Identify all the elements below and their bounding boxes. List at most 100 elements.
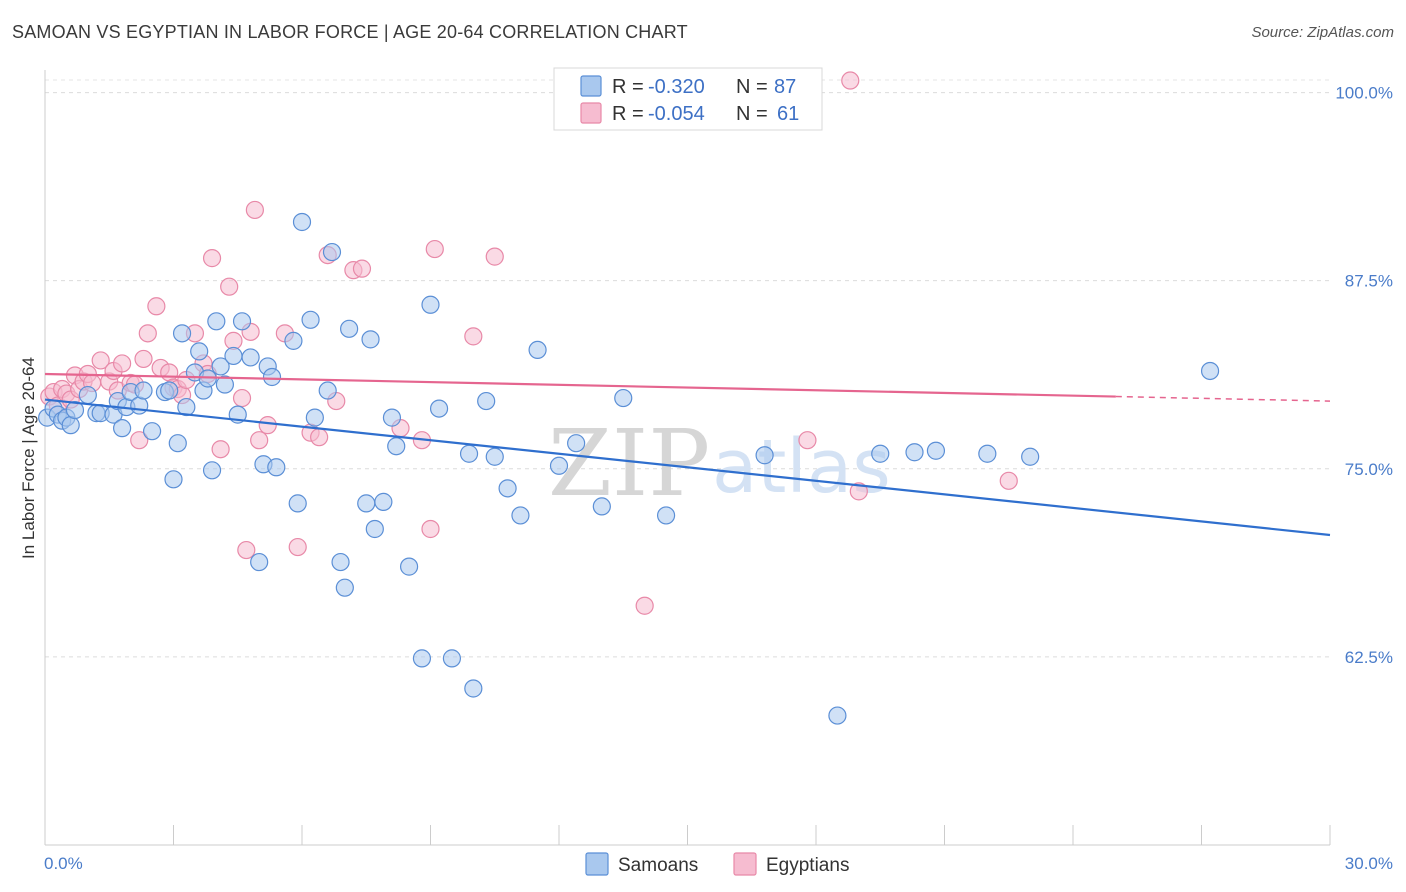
- samoans-point: [190, 342, 209, 361]
- samoans-point: [429, 399, 449, 418]
- samoans-point: [61, 416, 80, 435]
- samoans-point: [322, 242, 342, 262]
- samoans-point: [301, 310, 320, 329]
- samoans-point: [828, 706, 847, 725]
- egyptians-point: [425, 239, 444, 259]
- egyptians-point: [250, 431, 269, 450]
- samoans-point: [318, 381, 337, 400]
- legend-n-value-egyptians: 61: [777, 103, 799, 125]
- egyptians-point: [352, 259, 372, 278]
- samoans-point: [331, 552, 350, 572]
- legend-n-label: N =: [736, 103, 768, 125]
- egyptians-point: [245, 200, 264, 220]
- egyptians-point: [160, 363, 179, 382]
- samoans-point: [477, 391, 496, 411]
- egyptians-point: [849, 482, 868, 501]
- legend-n-value-samoans: 87: [774, 76, 796, 98]
- samoans-point: [224, 346, 243, 366]
- samoans-point: [292, 212, 312, 232]
- legend-r-label: R =: [612, 103, 644, 125]
- samoans-point: [112, 419, 132, 438]
- samoans-point: [262, 367, 282, 387]
- egyptians-point: [232, 388, 252, 408]
- samoans-point: [168, 434, 187, 453]
- x-tick-label: 0.0%: [44, 854, 83, 873]
- legend-swatch-samoans: [580, 75, 602, 97]
- egyptians-point: [211, 440, 230, 459]
- samoans-point: [421, 295, 440, 314]
- samoans-point: [549, 456, 569, 475]
- egyptians-point: [258, 416, 277, 435]
- samoans-point: [905, 443, 924, 462]
- samoans-point: [464, 679, 483, 698]
- egyptians-point: [112, 354, 132, 373]
- egyptians-point: [138, 324, 157, 343]
- source-credit: Source: ZipAtlas.com: [1251, 24, 1394, 41]
- legend-r-label: R =: [612, 76, 644, 98]
- bottom-legend-swatch-samoans: [585, 852, 609, 876]
- trend-lines: [44, 372, 1331, 537]
- x-tick-label: 30.0%: [1345, 854, 1393, 873]
- samoans-point: [978, 444, 997, 463]
- samoans-point: [207, 312, 226, 331]
- samoans-point: [78, 385, 97, 405]
- samoans-point: [498, 479, 517, 498]
- series-legend: Samoans Egyptians: [585, 852, 849, 876]
- egyptians-point: [237, 540, 256, 560]
- samoans-point: [134, 381, 153, 400]
- samoans-point: [357, 494, 376, 513]
- samoans-point: [871, 444, 890, 463]
- samoans-point: [387, 437, 406, 456]
- egyptians-point: [134, 349, 153, 369]
- samoans-point: [288, 494, 307, 513]
- samoans-point: [1200, 361, 1220, 381]
- egyptians-point: [220, 277, 239, 296]
- samoans-point: [459, 444, 479, 463]
- egyptians-point: [202, 249, 222, 268]
- samoans-point: [412, 649, 432, 668]
- axes: [44, 70, 1331, 846]
- egyptians-point: [635, 596, 654, 615]
- samoans-point: [172, 324, 192, 343]
- samoans-trend-line: [44, 398, 1331, 537]
- samoans-point: [442, 649, 462, 668]
- samoans-point: [241, 348, 260, 367]
- samoans-point: [656, 506, 676, 525]
- egyptians-point: [421, 519, 440, 539]
- samoans-point: [1021, 447, 1040, 466]
- samoans-points: [38, 212, 1220, 725]
- samoans-point: [164, 470, 183, 489]
- samoans-point: [211, 357, 230, 376]
- egyptians-point: [841, 71, 860, 90]
- samoans-point: [250, 552, 269, 572]
- y-tick-label: 75.0%: [1345, 460, 1393, 479]
- egyptians-trend-extension: [1115, 395, 1331, 402]
- egyptians-points: [40, 71, 1018, 615]
- samoans-point: [511, 506, 530, 525]
- chart-title: SAMOAN VS EGYPTIAN IN LABOR FORCE | AGE …: [12, 22, 688, 42]
- egyptians-point: [464, 327, 483, 346]
- bottom-legend-egyptians: Egyptians: [766, 855, 849, 876]
- samoans-point: [65, 400, 85, 420]
- samoans-point: [160, 381, 179, 400]
- samoans-point: [361, 330, 380, 349]
- samoans-point: [592, 497, 611, 516]
- samoans-point: [528, 340, 547, 360]
- samoans-point: [335, 578, 354, 597]
- samoans-point: [382, 408, 402, 427]
- y-tick-label: 100.0%: [1335, 84, 1393, 103]
- bottom-legend-swatch-egyptians: [733, 852, 757, 876]
- samoans-point: [177, 397, 196, 417]
- y-tick-label: 87.5%: [1345, 272, 1393, 291]
- samoans-point: [485, 447, 504, 466]
- legend-swatch-egyptians: [580, 102, 602, 124]
- samoans-point: [614, 388, 633, 408]
- egyptians-point: [485, 247, 504, 266]
- samoans-point: [267, 458, 286, 477]
- y-tick-label: 62.5%: [1345, 648, 1393, 667]
- egyptians-point: [999, 471, 1018, 490]
- y-axis-title: In Labor Force | Age 20-64: [19, 357, 38, 559]
- samoans-point: [284, 331, 303, 350]
- samoans-point: [755, 446, 774, 465]
